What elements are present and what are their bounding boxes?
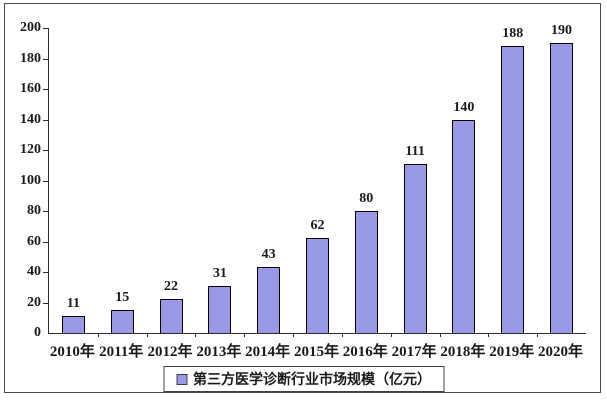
- x-axis-label: 2019年: [489, 344, 535, 360]
- x-tick-mark: [439, 333, 441, 337]
- y-tick-mark: [43, 302, 49, 304]
- x-tick-mark: [195, 333, 197, 337]
- x-tick-mark: [293, 333, 295, 337]
- bar: [354, 211, 378, 333]
- bar-value-label: 111: [405, 143, 425, 159]
- bar-category-cell: 43: [244, 28, 293, 333]
- y-tick-mark: [43, 28, 49, 29]
- bar-category-cell: 188: [488, 26, 537, 333]
- bar-value-label: 80: [359, 191, 374, 206]
- bar-value-label: 188: [502, 26, 524, 42]
- y-tick-mark: [43, 241, 49, 243]
- bar-category-cell: 22: [147, 28, 196, 333]
- figure-border: [4, 3, 601, 393]
- y-tick-label: 100: [20, 172, 41, 188]
- y-tick-mark: [43, 119, 49, 121]
- bar-category-cell: 31: [195, 28, 244, 333]
- bar-value-label: 140: [453, 99, 475, 115]
- y-tick-mark: [43, 180, 49, 182]
- bar-category-cell: 140: [440, 28, 489, 333]
- y-tick-label: 140: [20, 111, 41, 127]
- legend-label: 第三方医学诊断行业市场规模（亿元）: [193, 373, 431, 388]
- bar-value-label: 43: [261, 247, 276, 263]
- bar-value-label: 11: [66, 296, 81, 312]
- bar-category-cell: 11: [49, 28, 98, 333]
- x-axis-label: 2018年: [440, 344, 486, 360]
- x-axis-labels: 2010年 2011年 2012年 2013年 2014年 2015年 2016年 2017年…: [48, 340, 585, 361]
- x-axis-label: 2010年: [49, 344, 95, 360]
- bar: [501, 46, 525, 333]
- y-tick-mark: [43, 58, 49, 60]
- x-tick-mark: [97, 333, 99, 337]
- x-axis-label: 2014年: [245, 344, 291, 360]
- x-tick-mark: [341, 333, 343, 337]
- x-axis-label: 2016年: [342, 344, 388, 360]
- bar: [305, 238, 329, 333]
- legend-swatch-icon: [176, 373, 187, 385]
- bar: [452, 119, 476, 333]
- x-tick-mark: [488, 333, 490, 337]
- bar-value-label: 190: [551, 23, 573, 39]
- y-tick-label: 120: [20, 142, 41, 157]
- y-tick-label: 180: [20, 50, 41, 66]
- y-tick-label: 20: [27, 294, 41, 310]
- y-tick-label: 60: [27, 233, 41, 249]
- bars-container: 11 15 22 31 43 62 80 111 140 188 190: [49, 23, 586, 333]
- x-axis-label: 2012年: [147, 344, 193, 360]
- y-tick-label: 160: [20, 81, 41, 96]
- y-tick-label: 200: [20, 20, 41, 35]
- bar-category-cell: 62: [293, 28, 342, 333]
- bar-value-label: 62: [310, 218, 325, 234]
- y-tick-label: 40: [27, 264, 41, 279]
- y-tick-mark: [43, 150, 49, 151]
- bar-value-label: 31: [212, 265, 227, 281]
- bar: [208, 285, 232, 333]
- x-tick-mark: [390, 333, 392, 337]
- x-tick-mark: [146, 333, 148, 337]
- bar-value-label: 22: [164, 279, 179, 295]
- x-axis-label: 2017年: [391, 344, 437, 360]
- y-tick-label: 0: [34, 325, 41, 340]
- bar: [403, 163, 427, 333]
- bar-category-cell: 80: [342, 28, 391, 333]
- y-tick-mark: [43, 211, 49, 212]
- x-tick-mark: [244, 333, 246, 337]
- bar-value-label: 15: [115, 290, 130, 306]
- y-tick-label: 80: [27, 203, 41, 218]
- x-axis-label: 2015年: [293, 344, 339, 360]
- plot-area: 11 15 22 31 43 62 80 111 140 188 190 0 20 40 60 80 100 1…: [20, 20, 586, 340]
- x-axis-label: 2013年: [196, 344, 242, 360]
- y-tick-mark: [43, 89, 49, 90]
- bar-category-cell: 190: [537, 23, 586, 333]
- bar: [159, 299, 183, 333]
- bar-category-cell: 111: [391, 28, 440, 333]
- x-axis-label: 2020年: [538, 344, 584, 360]
- bar: [257, 267, 281, 333]
- y-tick-mark: [43, 272, 49, 273]
- legend-box: 第三方医学诊断行业市场规模（亿元）: [163, 366, 444, 392]
- x-axis-label: 2011年: [99, 344, 144, 360]
- x-tick-mark: [537, 333, 539, 337]
- bar: [550, 43, 574, 333]
- bar: [110, 310, 134, 333]
- bar: [61, 316, 85, 333]
- bar-category-cell: 15: [98, 28, 147, 333]
